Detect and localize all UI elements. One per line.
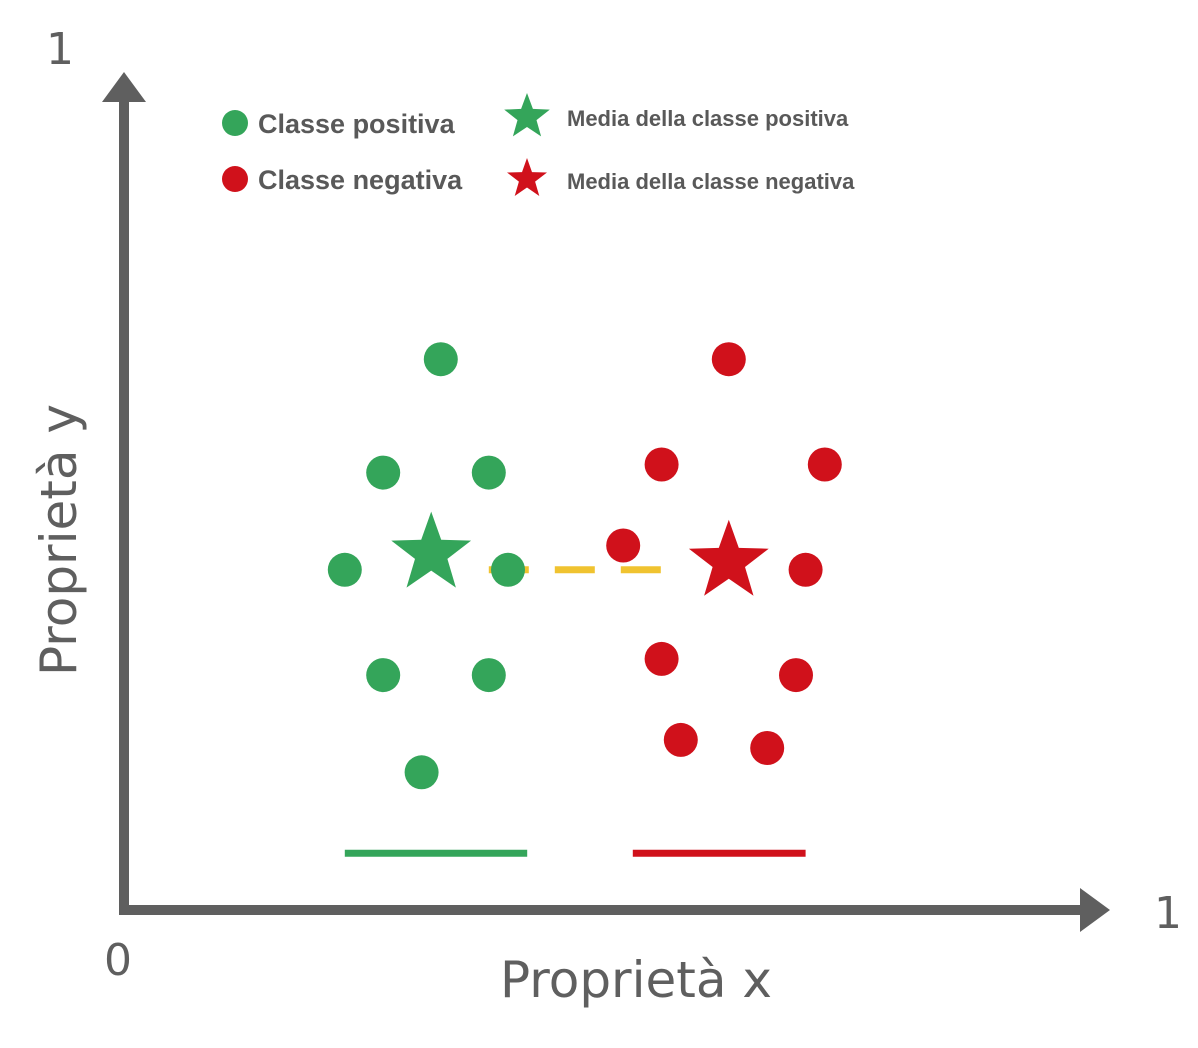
negative-point-5 [788,552,823,587]
legend-star-negative-mean [507,158,547,196]
positive-point-3 [471,455,506,490]
annotations-layer [344,566,806,857]
legend-marker-negative [222,166,248,192]
legend-label-negative-mean: Media della classe negativa [567,169,855,194]
x-axis-arrowhead [1080,888,1110,932]
legend-star-positive-mean [504,93,550,137]
points-layer [327,342,842,790]
y-axis-max-label: 1 [46,24,74,75]
legend-label-negative: Classe negativa [258,165,463,195]
positive-point-8 [404,755,439,790]
x-axis-title: Proprietà x [500,951,772,1009]
positive-mean-star [391,511,472,588]
positive-point-5 [491,552,525,587]
negative-point-1 [711,342,746,377]
negative-point-8 [663,722,698,757]
x-axis-min-label: 0 [104,935,132,986]
legend-label-positive: Classe positiva [258,109,456,139]
negative-point-4 [606,528,641,563]
positive-point-4 [327,552,362,587]
negative-point-7 [779,658,813,693]
positive-point-2 [366,455,401,490]
y-axis-title: Proprietà y [30,404,88,676]
negative-point-9 [750,731,785,765]
legend-marker-positive [222,110,248,136]
legend: Classe positiva Classe negativa Media de… [222,93,855,196]
negative-mean-star [688,519,769,596]
negative-point-3 [807,447,842,482]
legend-label-positive-mean: Media della classe positiva [567,106,849,131]
y-axis-arrowhead [102,72,146,102]
negative-point-2 [644,447,679,482]
positive-point-7 [471,658,506,693]
positive-point-1 [423,342,458,377]
x-axis-max-label: 1 [1154,888,1182,939]
positive-point-6 [366,658,401,693]
negative-point-6 [644,641,679,676]
